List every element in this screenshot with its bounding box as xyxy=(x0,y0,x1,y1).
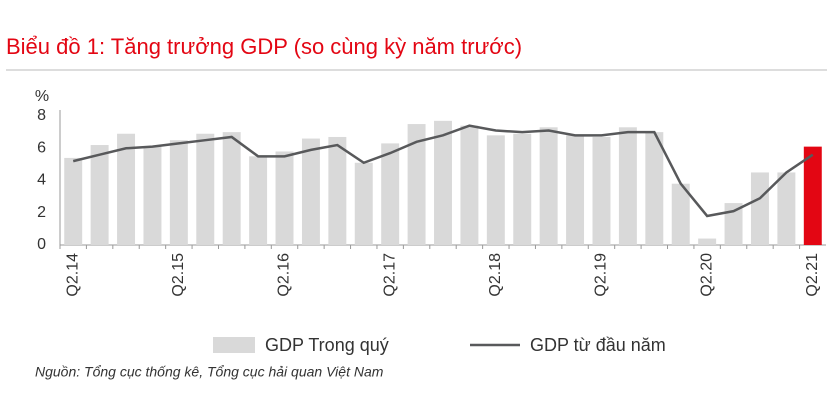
bar xyxy=(117,133,136,245)
bar xyxy=(407,124,426,245)
bar xyxy=(196,133,215,245)
x-tick-label: Q2.15 xyxy=(170,253,187,297)
bar xyxy=(434,120,452,245)
bar xyxy=(328,136,347,245)
bar xyxy=(354,162,373,245)
bar xyxy=(724,203,743,245)
bar xyxy=(539,127,558,245)
bar xyxy=(645,132,664,245)
bar xyxy=(803,146,822,245)
y-tick-label: 8 xyxy=(37,107,46,124)
bar xyxy=(301,138,320,245)
y-tick-label: 6 xyxy=(37,139,46,156)
x-tick-label: Q2.17 xyxy=(381,253,398,297)
bar xyxy=(750,172,769,245)
bar xyxy=(698,238,717,245)
bar xyxy=(222,132,241,245)
bar xyxy=(249,156,268,245)
x-tick-label: Q2.14 xyxy=(64,253,81,297)
legend-swatch xyxy=(213,337,255,353)
chart-title: Biểu đồ 1: Tăng trưởng GDP (so cùng kỳ n… xyxy=(6,34,522,59)
y-tick-label: 2 xyxy=(37,204,46,221)
x-tick-label: Q2.20 xyxy=(698,253,715,297)
bar xyxy=(486,135,505,245)
y-tick-label: 0 xyxy=(37,236,46,253)
bar xyxy=(513,133,532,245)
bar xyxy=(566,135,585,245)
bar xyxy=(275,151,294,245)
x-tick-label: Q2.21 xyxy=(804,253,821,297)
bar xyxy=(143,146,162,245)
legend-label: GDP từ đầu năm xyxy=(530,335,666,355)
y-tick-label: 4 xyxy=(37,172,46,189)
bar xyxy=(64,157,83,245)
bar xyxy=(381,143,400,245)
x-tick-label: Q2.16 xyxy=(276,253,293,297)
x-tick-label: Q2.19 xyxy=(593,253,610,297)
line xyxy=(72,124,814,218)
source-note: Nguồn: Tổng cục thống kê, Tổng cục hải q… xyxy=(35,364,384,380)
bar xyxy=(169,140,188,245)
x-tick-label: Q2.18 xyxy=(487,253,504,297)
bar xyxy=(671,183,690,245)
bar xyxy=(618,127,637,245)
bar xyxy=(777,172,796,245)
legend-label: GDP Trong quý xyxy=(265,335,389,355)
bar xyxy=(90,145,109,245)
y-axis-label: % xyxy=(35,88,49,105)
bar xyxy=(592,136,611,245)
bar xyxy=(460,125,479,245)
